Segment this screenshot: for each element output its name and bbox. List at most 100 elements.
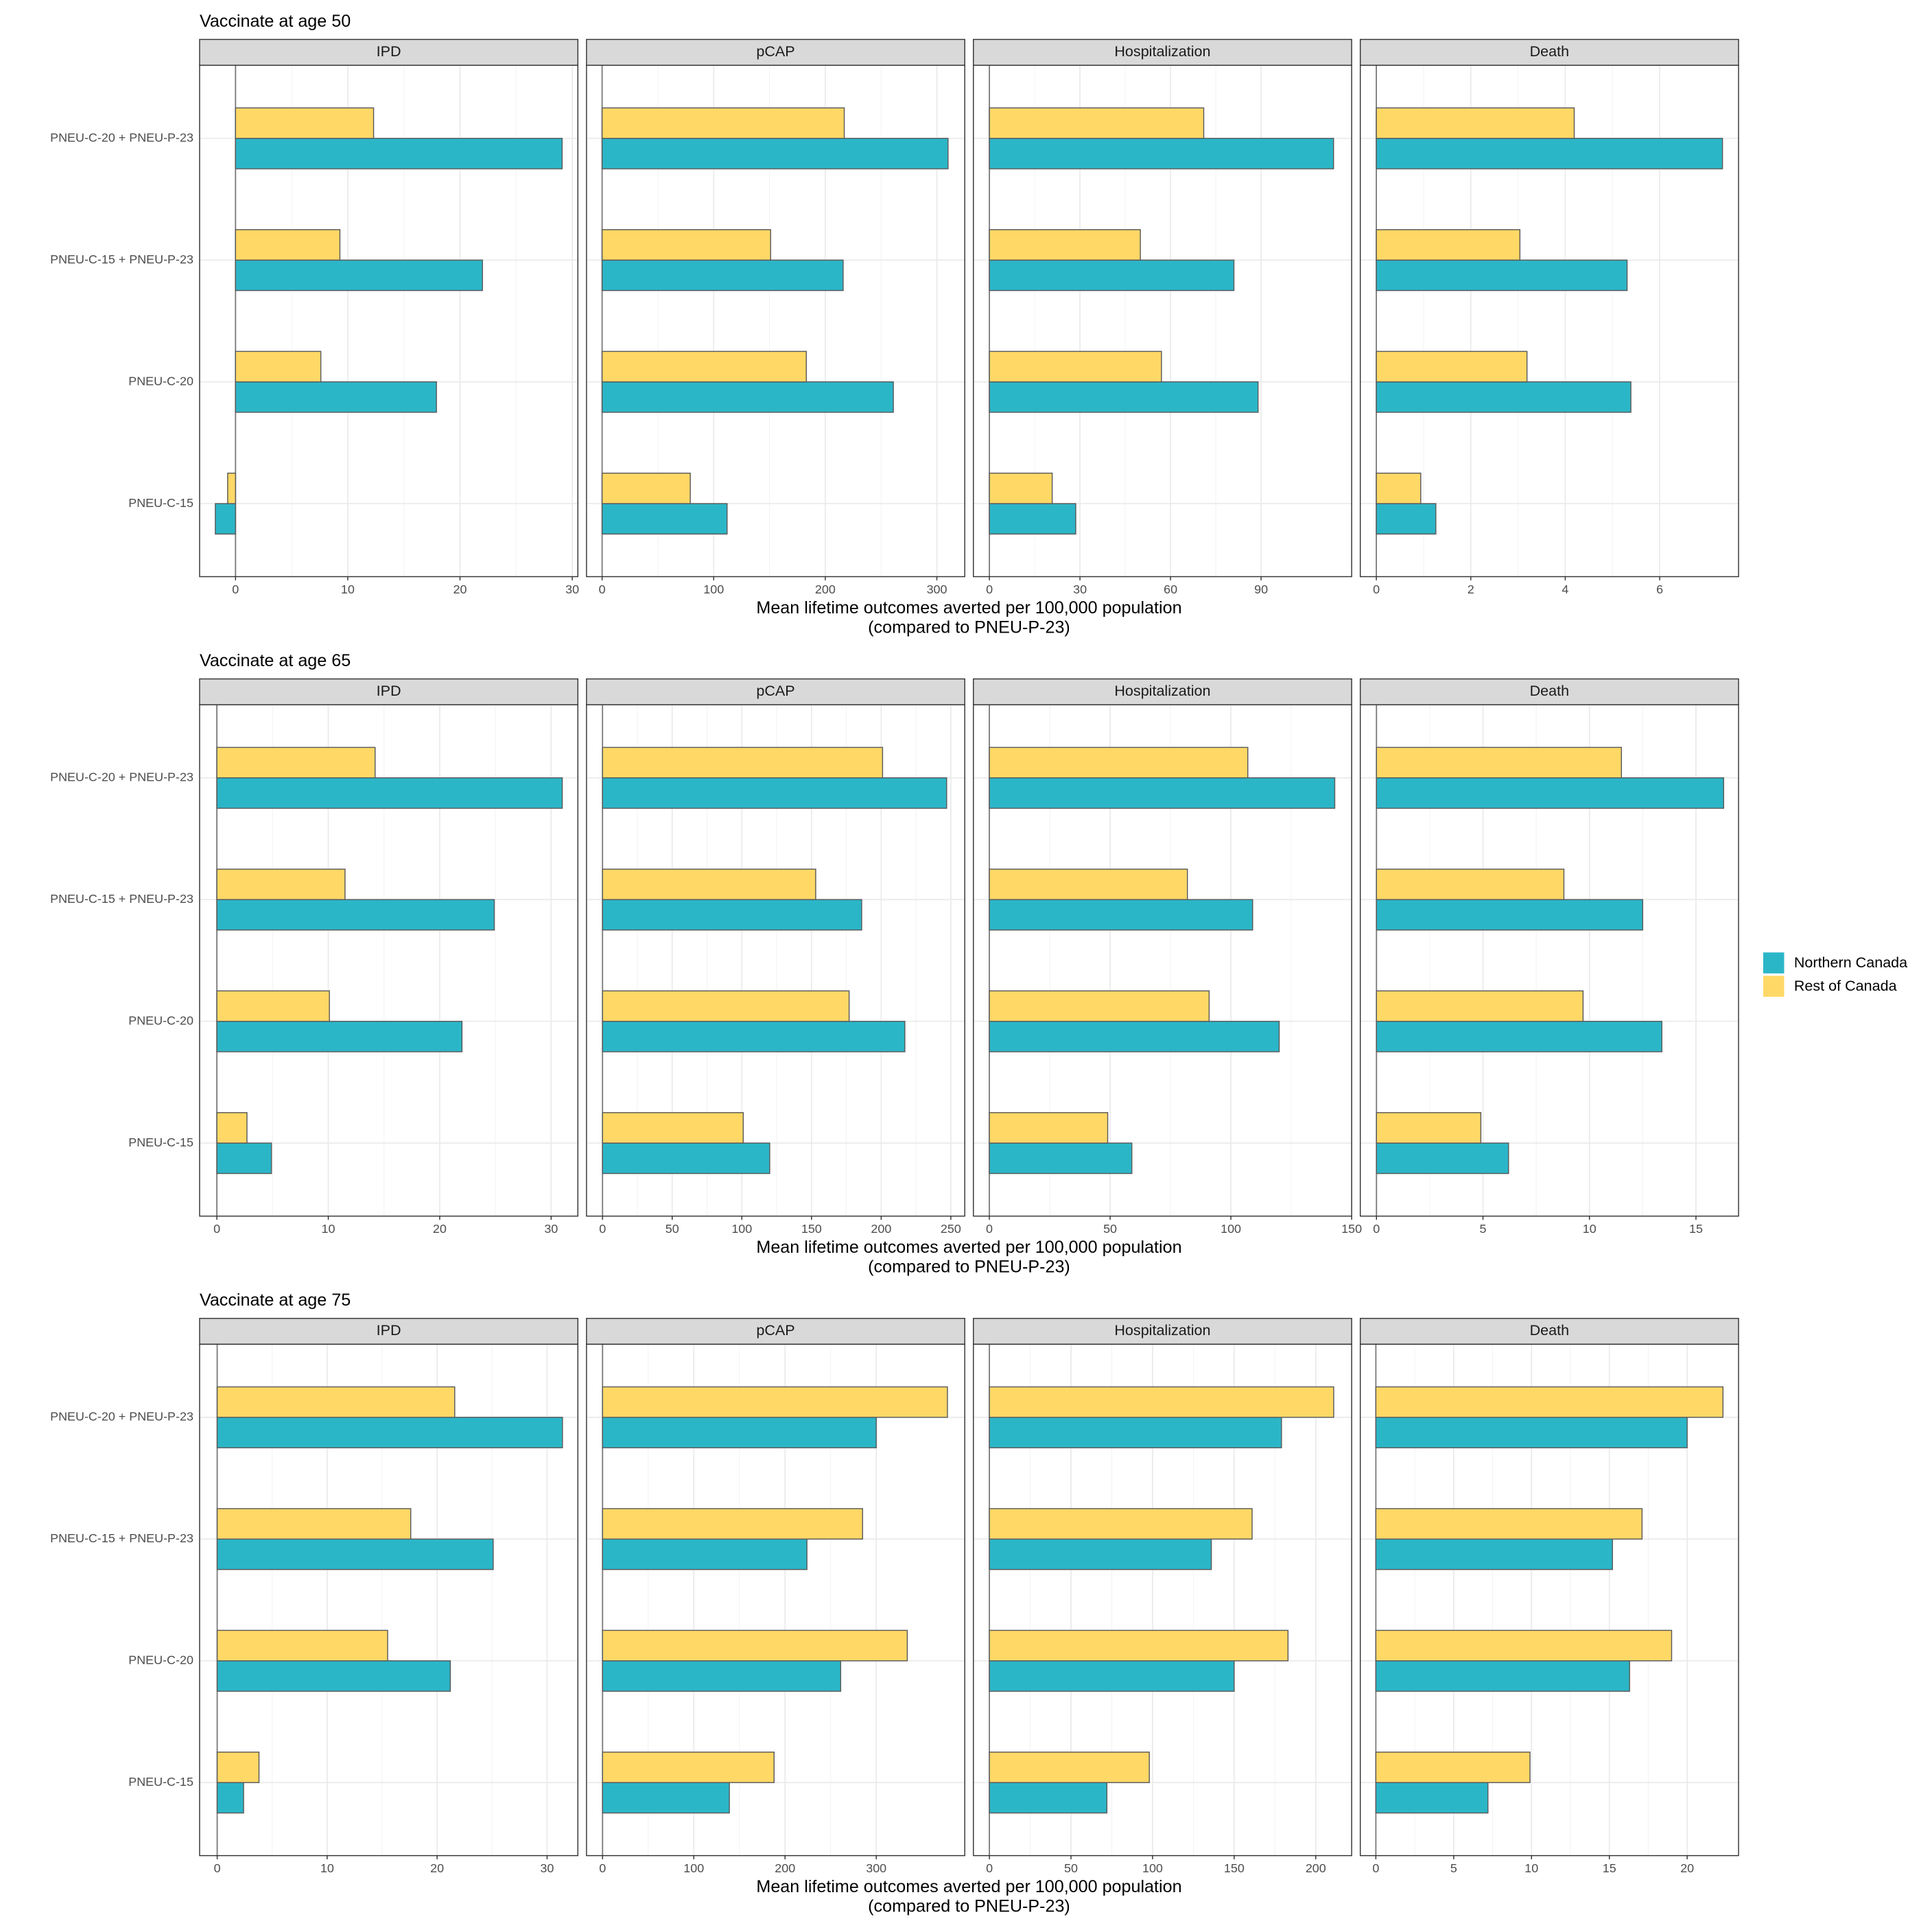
bar [601,381,894,413]
bar [989,259,1235,292]
strip-label: Death [1530,43,1570,60]
bar [1376,1020,1662,1052]
panel-border [1359,64,1739,578]
strip-label: IPD [377,1321,401,1339]
strip [1359,38,1739,66]
bar [1376,137,1723,169]
bar [216,1142,272,1175]
bar [601,351,807,383]
bar [601,503,728,535]
strip-label: Death [1530,682,1570,699]
panel-border [586,704,965,1217]
x-tick-label: 10 [341,582,355,596]
strip-label: IPD [377,43,401,60]
bar [989,1629,1289,1662]
x-tick-label: 150 [801,1222,822,1236]
x-tick-label: 10 [320,1861,334,1875]
x-tick-label: 10 [322,1222,335,1236]
bar [601,137,949,169]
bar [216,1782,244,1814]
bar [602,990,850,1022]
bar [1376,351,1528,383]
strip [1359,1317,1739,1345]
x-tick-label: 300 [866,1861,886,1875]
x-tick-label: 30 [540,1861,554,1875]
bar [602,1020,906,1052]
bar [601,259,844,292]
bar [602,1660,842,1692]
bar [989,1112,1109,1144]
x-axis-label: (compared to PNEU-P-23) [868,1897,1070,1916]
strip-label: pCAP [756,43,794,60]
x-tick-label: 0 [599,1861,606,1875]
x-tick-label: 30 [565,582,579,596]
x-tick-label: 5 [1480,1222,1487,1236]
panel-border [973,1343,1352,1857]
bar [989,1508,1253,1540]
x-tick-label: 15 [1603,1861,1616,1875]
bar [989,503,1076,535]
x-axis-label: (compared to PNEU-P-23) [868,1258,1070,1277]
x-axis-label: (compared to PNEU-P-23) [868,618,1070,637]
x-tick-label: 90 [1254,582,1268,596]
panel-border [1359,704,1739,1217]
bar [216,990,330,1022]
x-axis-label: Mean lifetime outcomes averted per 100,0… [756,598,1181,617]
strip [199,38,579,66]
strip-label: Hospitalization [1114,1321,1210,1339]
bar [1376,777,1725,809]
x-tick-label: 300 [927,582,947,596]
bar [989,107,1205,139]
x-tick-label: 50 [665,1222,679,1236]
category-label: PNEU-C-20 [128,374,193,388]
strip [1359,678,1739,705]
bar [602,1782,730,1814]
bar [216,1660,451,1692]
panel-border [199,1343,579,1857]
bar [1375,1660,1630,1692]
bar [216,1629,388,1662]
x-tick-label: 100 [731,1222,752,1236]
panel-border [199,64,579,578]
bar [227,472,237,504]
x-tick-label: 50 [1103,1222,1117,1236]
x-tick-label: 60 [1164,582,1177,596]
x-tick-label: 10 [1524,1861,1538,1875]
bar [989,1142,1133,1175]
bar [989,381,1259,413]
bar [989,472,1053,504]
bar [235,107,375,139]
category-label: PNEU-C-15 + PNEU-P-23 [50,892,193,906]
x-tick-label: 20 [433,1222,447,1236]
strip-label: Death [1530,1321,1570,1339]
strip [586,678,965,705]
bar [216,777,563,809]
category-label: PNEU-C-15 + PNEU-P-23 [50,252,193,266]
bar [602,1629,908,1662]
row-title: Vaccinate at age 50 [200,12,351,31]
x-tick-label: 0 [599,1222,606,1236]
bar [602,1538,808,1570]
x-tick-label: 150 [1341,1222,1362,1236]
panel-border [1359,1343,1739,1857]
bar [989,746,1249,779]
x-tick-label: 200 [871,1222,891,1236]
legend-key [1763,952,1784,974]
x-tick-label: 4 [1562,582,1568,596]
panel-border [199,704,579,1217]
x-tick-label: 100 [1221,1222,1241,1236]
bar [216,1417,563,1448]
bar [1375,1386,1724,1418]
bar [602,1112,744,1144]
x-tick-label: 20 [1680,1861,1694,1875]
bar [216,1386,456,1418]
bar [989,1020,1280,1052]
category-label: PNEU-C-20 + PNEU-P-23 [50,1410,193,1424]
legend-key [1763,976,1784,997]
x-tick-label: 0 [214,1861,221,1875]
bar [989,1538,1212,1570]
bar [216,1020,463,1052]
